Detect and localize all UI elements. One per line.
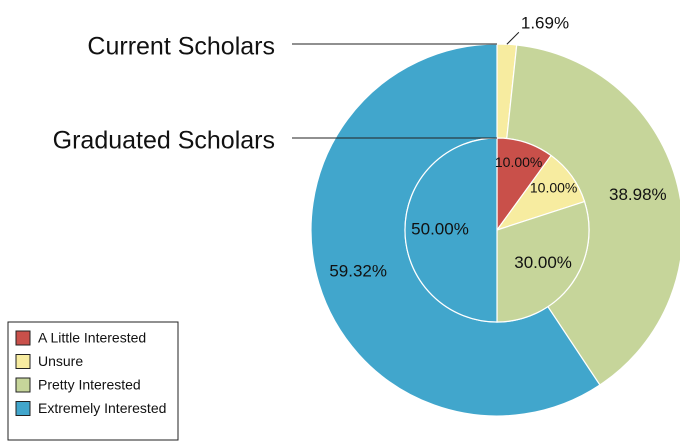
ring-label: Current Scholars [87, 33, 275, 61]
donut-segment [496, 200, 590, 323]
value-label: 1.69% [521, 14, 569, 33]
value-label: 59.32% [329, 261, 387, 280]
legend-swatch [15, 377, 31, 393]
legend-swatch [15, 354, 31, 369]
legend-label: Unsure [38, 353, 83, 369]
label-leader [506, 31, 520, 45]
legend-swatch [15, 401, 31, 416]
value-label: 30.00% [514, 253, 572, 272]
legend-label: A Little Interested [38, 330, 146, 346]
ring-label: Graduated Scholars [53, 127, 275, 155]
value-label: 10.00% [530, 180, 577, 196]
legend-label: Pretty Interested [38, 377, 141, 393]
legend-swatch [15, 330, 31, 346]
value-label: 38.98% [609, 185, 667, 204]
legend-box [7, 321, 179, 441]
donut-segment [404, 137, 498, 323]
legend-label: Extremely Interested [38, 400, 166, 416]
value-label: 50.00% [411, 219, 469, 238]
value-label: 10.00% [495, 154, 542, 170]
